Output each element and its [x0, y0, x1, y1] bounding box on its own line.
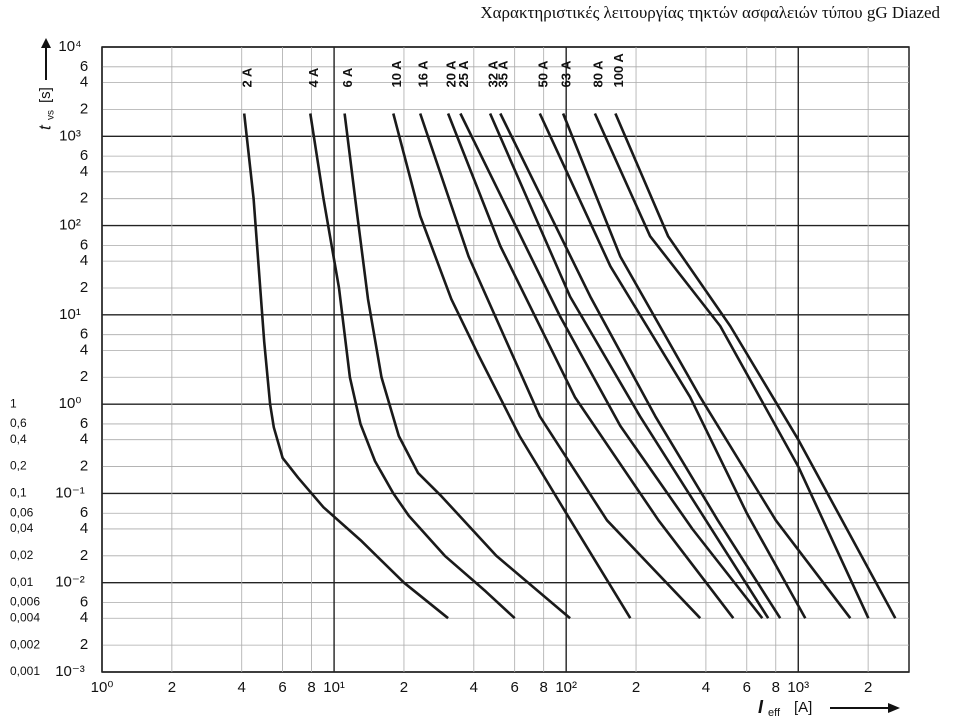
- left-tick-label: 0,001: [10, 664, 40, 678]
- left-tick-label: 0,06: [10, 505, 34, 519]
- left-tick-label: 0,4: [10, 432, 27, 446]
- y-tick-label: 6: [80, 236, 88, 253]
- series-label: 16 A: [416, 60, 431, 88]
- left-tick-label: 0,1: [10, 486, 27, 500]
- series-label: 32 A: [486, 60, 501, 88]
- x-tick-label: 6: [511, 679, 519, 696]
- y-tick-label: 6: [80, 504, 88, 521]
- series-label: 80 A: [590, 60, 605, 88]
- x-axis-label: I eff [A]: [758, 697, 900, 719]
- left-tick-label: 0,02: [10, 548, 34, 562]
- y-tick-label: 4: [80, 341, 88, 358]
- y-tick-label: 6: [80, 326, 88, 343]
- series-label: 63 A: [559, 60, 574, 88]
- y-tick-label: 2: [80, 279, 88, 296]
- y-label-symbol: t: [35, 124, 54, 130]
- series-label: 25 A: [456, 60, 471, 88]
- x-tick-label: 10¹: [323, 679, 345, 696]
- left-tick-label: 0,2: [10, 459, 27, 473]
- x-tick-label: 10⁰: [91, 679, 114, 696]
- x-tick-label: 4: [238, 679, 246, 696]
- y-tick-label: 6: [80, 593, 88, 610]
- chart-title: Χαρακτηριστικές λειτουργίας τηκτών ασφαλ…: [480, 3, 940, 22]
- fuse-curve: [446, 113, 735, 619]
- y-tick-label: 10⁻¹: [55, 484, 85, 501]
- y-tick-label: 6: [80, 58, 88, 75]
- left-tick-label: 0,002: [10, 637, 40, 651]
- fuse-curve: [459, 112, 764, 620]
- y-tick-label: 2: [80, 547, 88, 564]
- x-tick-label: 6: [743, 679, 751, 696]
- x-tick-label: 8: [307, 679, 315, 696]
- axis-arrow-head: [41, 38, 51, 48]
- y-tick-label: 2: [80, 458, 88, 475]
- y-tick-label: 10⁴: [58, 38, 81, 55]
- y-tick-label: 6: [80, 415, 88, 432]
- fuse-curve: [343, 113, 571, 620]
- y-label-subscript: vs: [46, 110, 57, 120]
- y-axis-label: t vs [s]: [35, 38, 57, 130]
- y-tick-label: 10⁻³: [55, 663, 85, 680]
- y-tick-label: 4: [80, 252, 88, 269]
- left-tick-label: 0,006: [10, 595, 40, 609]
- y-tick-label: 2: [80, 190, 88, 207]
- fuse-curve: [561, 113, 852, 619]
- y-tick-label: 10³: [59, 127, 81, 144]
- x-tick-label: 2: [168, 679, 176, 696]
- fuse-curve: [418, 113, 702, 620]
- series-label: 50 A: [535, 60, 550, 88]
- y-tick-label: 10¹: [59, 306, 81, 323]
- left-tick-label: 1: [10, 396, 17, 410]
- series-label: 4 A: [306, 67, 321, 87]
- x-tick-label: 10²: [555, 679, 577, 696]
- y-label-unit: [s]: [37, 87, 54, 103]
- y-tick-label: 4: [80, 609, 88, 626]
- x-tick-label: 4: [702, 679, 710, 696]
- x-tick-label: 10³: [787, 679, 809, 696]
- left-tick-label: 0,04: [10, 521, 34, 535]
- series-label: 35 A: [496, 60, 511, 88]
- series-label: 2 A: [240, 67, 255, 87]
- y-tick-label: 10⁻²: [55, 574, 85, 591]
- y-tick-label: 2: [80, 368, 88, 385]
- fuse-curve: [309, 113, 516, 620]
- y-tick-label: 4: [80, 73, 88, 90]
- series-label: 10 A: [389, 60, 404, 88]
- x-tick-label: 4: [470, 679, 478, 696]
- series-label: 6 A: [340, 67, 355, 87]
- x-tick-label: 6: [278, 679, 286, 696]
- y-tick-label: 10²: [59, 217, 81, 234]
- y-tick-label: 6: [80, 147, 88, 164]
- x-tick-label: 2: [632, 679, 640, 696]
- y-tick-label: 4: [80, 520, 88, 537]
- series-label: 100 A: [611, 53, 626, 88]
- left-tick-label: 0,01: [10, 575, 34, 589]
- x-tick-label: 2: [864, 679, 872, 696]
- fuse-curve: [614, 112, 897, 619]
- y-tick-label: 2: [80, 100, 88, 117]
- fuse-curve: [488, 112, 770, 619]
- axis-arrow-head: [888, 703, 900, 713]
- x-tick-label: 8: [540, 679, 548, 696]
- y-tick-label: 4: [80, 431, 88, 448]
- fuse-curve: [499, 112, 782, 619]
- x-label-subscript: eff: [768, 707, 781, 719]
- left-tick-label: 0,004: [10, 610, 40, 624]
- y-tick-label: 2: [80, 636, 88, 653]
- x-tick-label: 8: [772, 679, 780, 696]
- left-tick-label: 0,6: [10, 416, 27, 430]
- y-tick-label: 10⁰: [59, 395, 82, 412]
- x-label-symbol: I: [758, 697, 764, 717]
- fuse-curve: [593, 112, 870, 619]
- fuse-curve: [392, 113, 632, 619]
- x-tick-label: 2: [400, 679, 408, 696]
- y-tick-label: 4: [80, 163, 88, 180]
- x-label-unit: [A]: [794, 699, 812, 716]
- fuse-curve: [538, 112, 807, 619]
- fuse-curve: [242, 113, 449, 620]
- series-label: 20 A: [444, 60, 459, 88]
